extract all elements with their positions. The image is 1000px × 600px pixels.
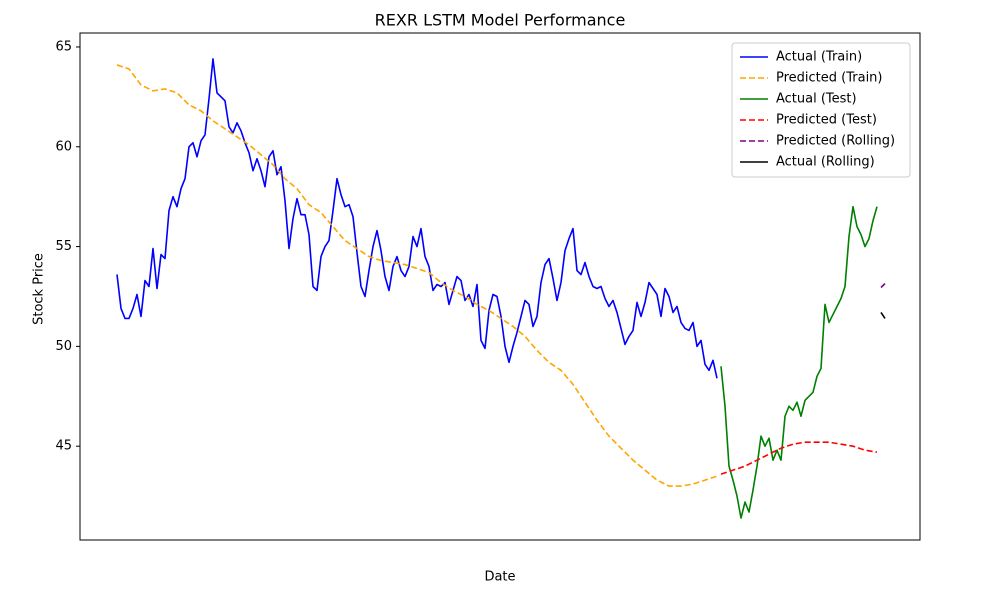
series-line	[720, 205, 878, 519]
legend-label: Predicted (Test)	[776, 113, 877, 128]
legend-label: Predicted (Rolling)	[776, 134, 895, 149]
series-line	[116, 64, 718, 487]
y-tick-label: 60	[55, 139, 72, 154]
y-axis-label: Stock Price	[32, 253, 47, 325]
legend-label: Actual (Rolling)	[776, 155, 875, 170]
series-line	[720, 441, 878, 475]
legend-label: Actual (Train)	[776, 50, 862, 65]
series-line	[116, 58, 718, 379]
y-tick-label: 50	[55, 339, 72, 354]
x-axis-label: Date	[484, 570, 515, 585]
y-tick-label: 45	[55, 439, 72, 454]
y-tick-label: 65	[55, 39, 72, 54]
legend-box	[731, 42, 911, 178]
y-tick-label: 55	[55, 239, 72, 254]
legend-label: Actual (Test)	[776, 92, 857, 107]
chart-title: REXR LSTM Model Performance	[375, 11, 626, 30]
legend-label: Predicted (Train)	[776, 71, 883, 86]
series-line	[880, 282, 886, 289]
plot-frame	[79, 32, 921, 541]
series-line	[880, 312, 886, 319]
